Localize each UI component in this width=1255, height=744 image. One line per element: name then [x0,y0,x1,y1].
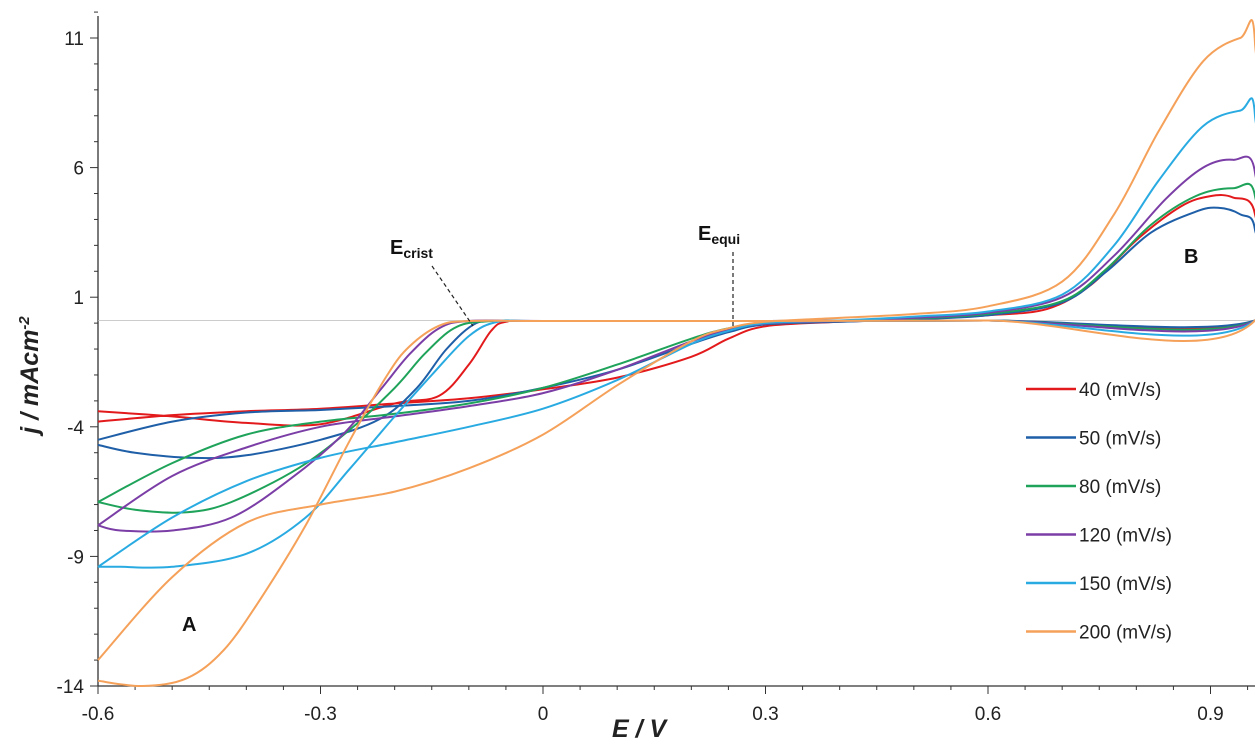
curves [97,19,1255,688]
e-crist-label: Ecrist [390,237,433,261]
y-tick-label: -4 [67,418,84,439]
series-curve-120-mv-s [97,155,1255,533]
y-tick-label: -14 [57,677,85,698]
legend: 40 (mV/s) 50 (mV/s) 80 (mV/s) 120 (mV/s) 150… [1026,380,1172,644]
x-tick-label: 0 [538,704,549,725]
series-curve-50-mv-s [97,206,1255,460]
legend-label-200-mv-s: 200 (mV/s) [1079,623,1172,644]
x-axis-title: E / V [612,715,669,743]
region-a-label: A [182,614,196,636]
axes: 11 6 1 -4 -9 -14 -0.6 -0.3 0 0.3 0.6 0.9 [57,11,1255,725]
y-tick-label: -9 [67,547,84,568]
x-tick-label: -0.3 [304,704,337,725]
series-curve-150-mv-s [97,97,1255,569]
annotations: Ecrist Eequi A B [182,223,1198,636]
region-b-label: B [1184,246,1198,268]
e-equi-label: Eequi [698,223,740,247]
series-curve-80-mv-s [97,182,1255,514]
legend-label-150-mv-s: 150 (mV/s) [1079,574,1172,595]
x-tick-label: 0.3 [752,704,778,725]
x-tick-label: 0.9 [1197,704,1223,725]
x-tick-label: -0.6 [82,704,115,725]
legend-label-50-mv-s: 50 (mV/s) [1079,429,1161,450]
y-tick-label: 6 [73,159,84,180]
series-curve-200-mv-s [97,19,1255,688]
y-tick-label: 11 [64,29,84,50]
x-tick-label: 0.6 [975,704,1001,725]
legend-label-40-mv-s: 40 (mV/s) [1079,380,1161,401]
e-crist-leader-line [431,265,474,327]
y-axis-title: j / mAcm-2 [16,316,44,437]
legend-label-80-mv-s: 80 (mV/s) [1079,477,1161,498]
y-tick-label: 1 [73,288,84,309]
legend-label-120-mv-s: 120 (mV/s) [1079,526,1172,547]
